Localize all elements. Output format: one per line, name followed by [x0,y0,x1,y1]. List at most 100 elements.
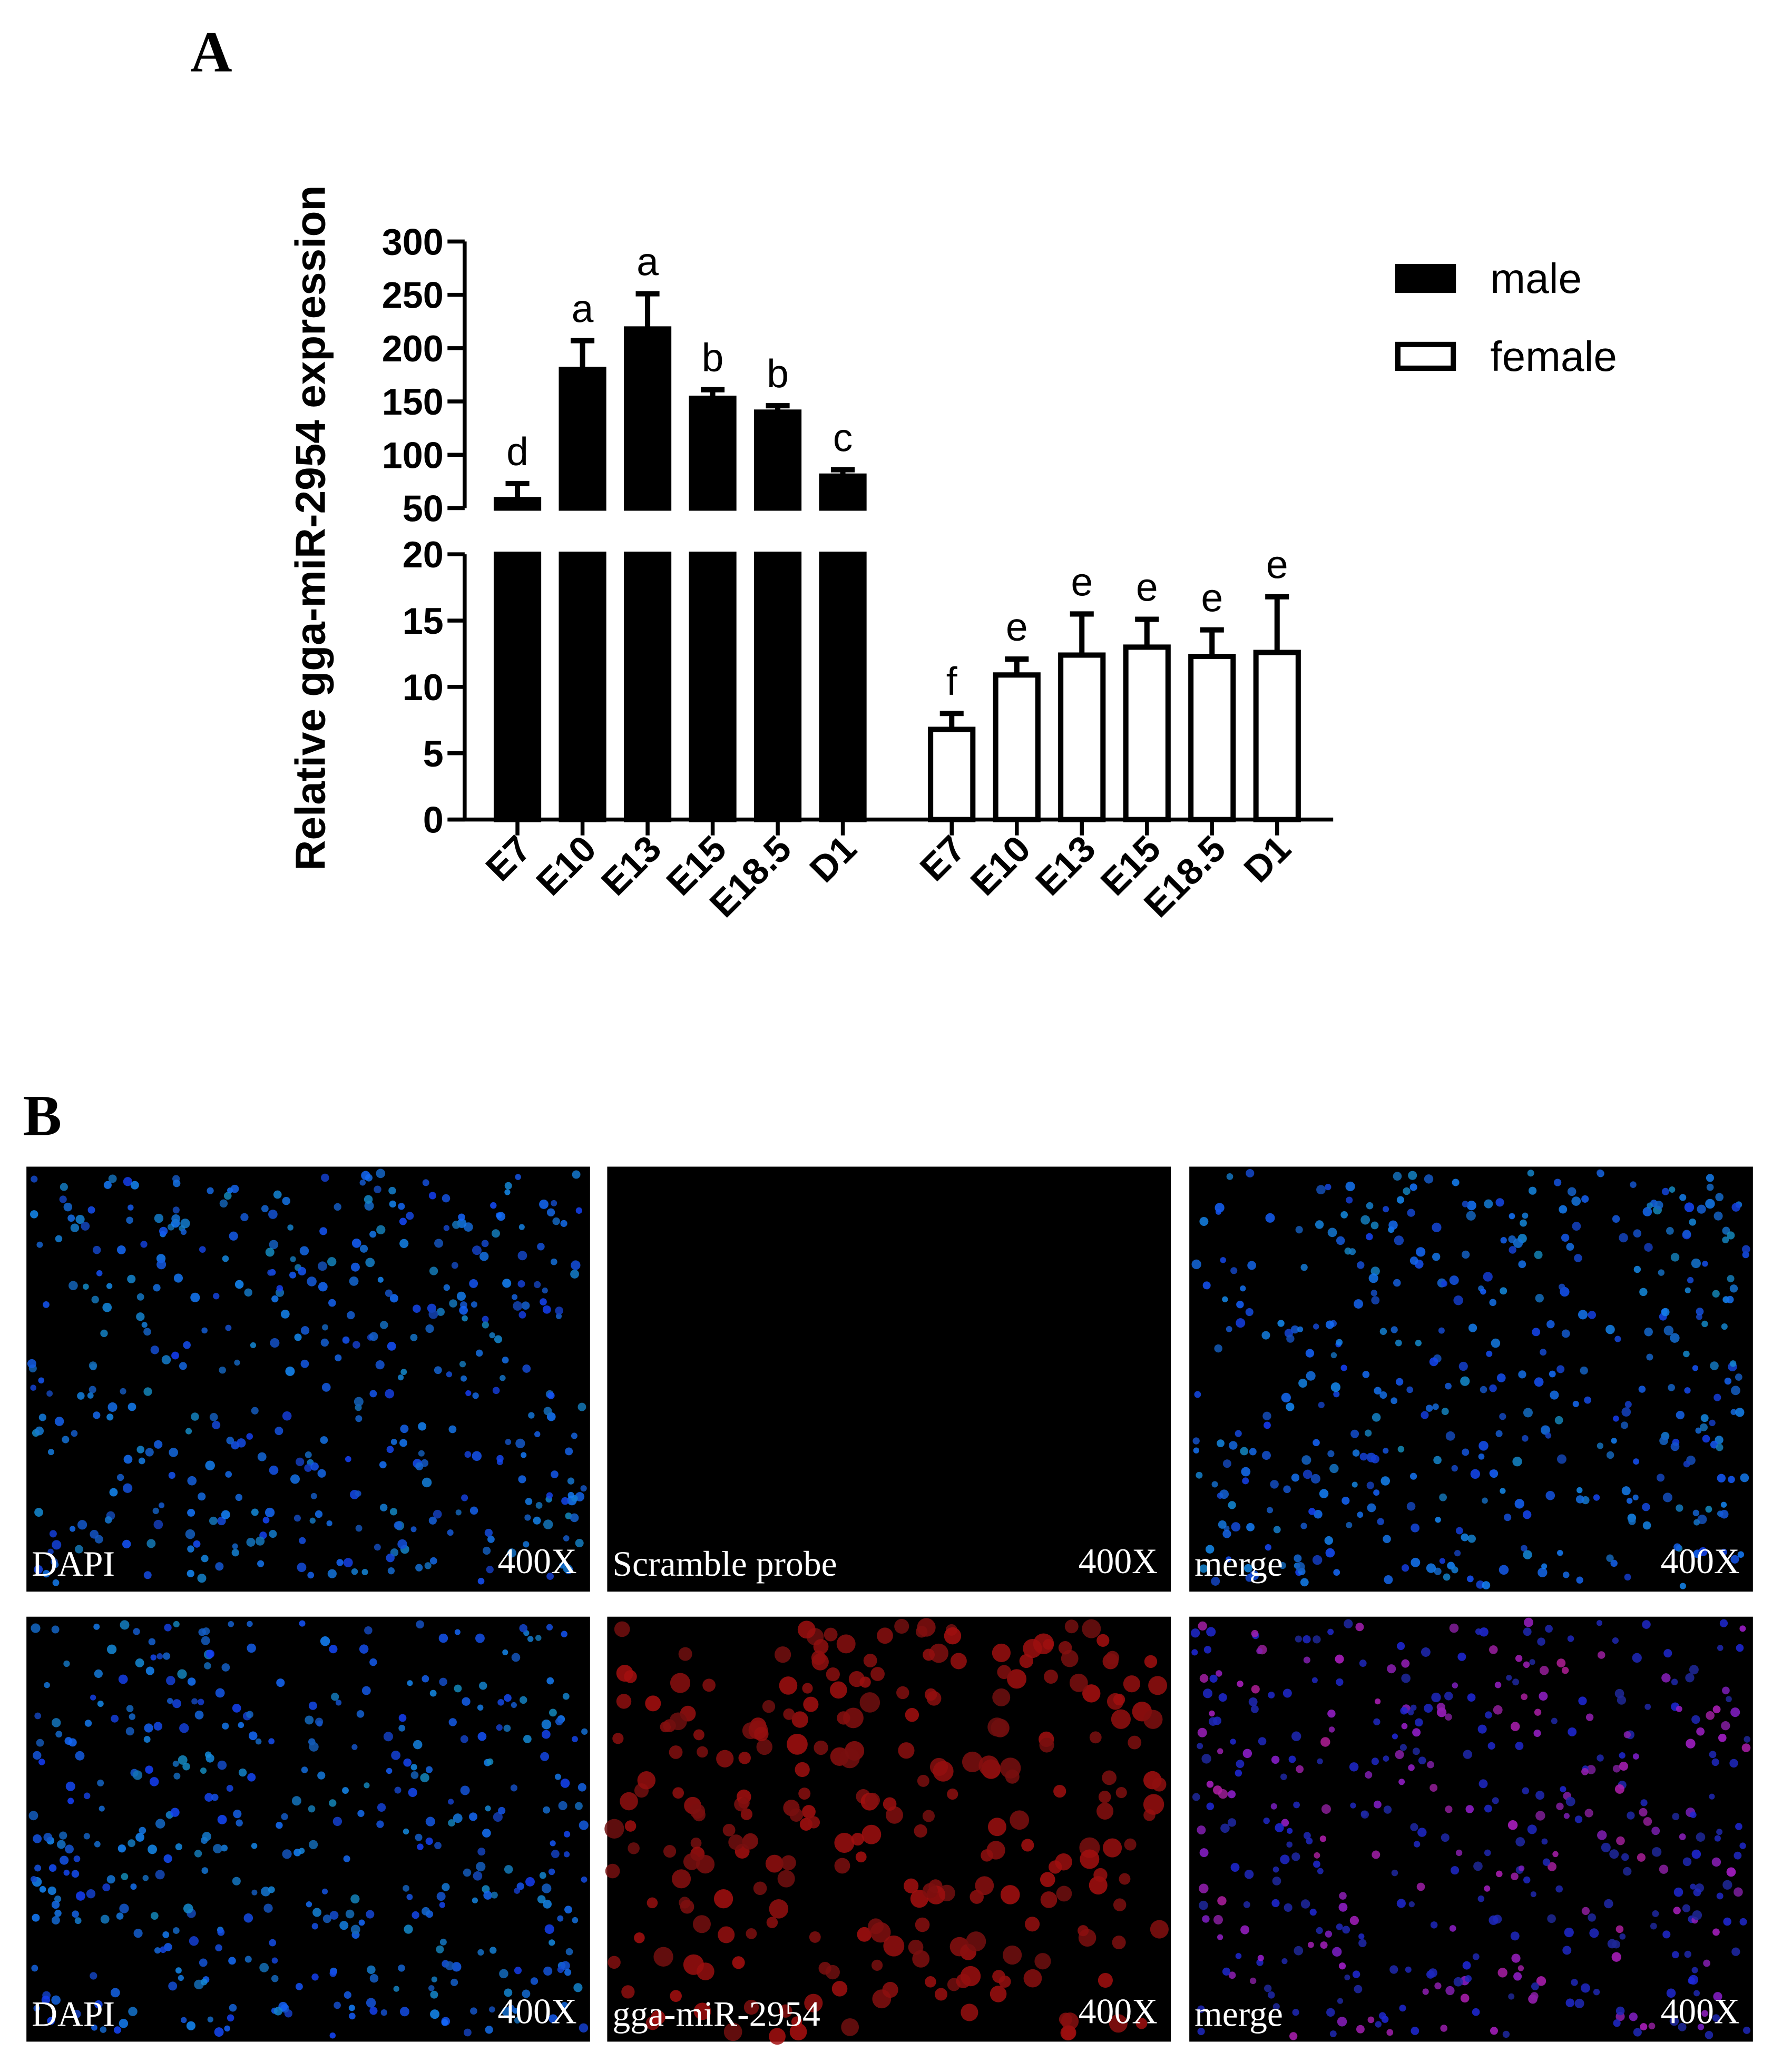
cell-dot [1479,1779,1488,1789]
cell-dot [31,1623,41,1633]
cell-dot [1470,1469,1480,1479]
cell-dot [1202,1915,1210,1923]
cell-dot [1399,2005,1406,2012]
cell-dot [1412,1747,1420,1755]
cell-dot [1424,1174,1434,1184]
cell-dot [1679,1194,1687,1201]
cell-dot [173,1621,180,1628]
cell-dot [1335,1654,1344,1664]
cell-dot [172,1761,179,1767]
cell-dot [357,1810,365,1817]
cell-dot [455,1509,462,1516]
cell-dot [1372,1413,1381,1422]
cell-dot [63,1202,73,1212]
cell-dot [198,1492,206,1501]
cell-dot [1199,1900,1208,1910]
cell-dot [1485,1711,1492,1719]
cell-dot [877,1627,893,1644]
cell-dot [1734,1887,1743,1897]
image-magnification: 400X [498,1541,577,1581]
cell-dot [1321,1804,1331,1814]
cell-dot [1226,1325,1232,1332]
legend-swatch [1395,264,1456,293]
cell-dot [1113,1693,1125,1706]
cell-dot [1123,1675,1141,1693]
cell-dot [797,1621,816,1639]
cell-dot [1597,1651,1605,1659]
cell-dot [204,1793,213,1802]
cell-dot [769,1899,789,1919]
cell-dot [1734,1851,1742,1860]
cell-dot [261,1205,269,1213]
cell-dot [834,1832,855,1853]
cell-dot [1295,1226,1303,1234]
cell-dot [1230,1267,1238,1274]
cell-dot [1484,1199,1493,1209]
cell-dot [1383,1755,1389,1762]
cell-dot [1440,2025,1448,2032]
cell-dot [693,2002,711,2020]
cell-dot [1340,1364,1347,1371]
cell-dot [961,2004,978,2021]
cell-dot [539,1199,549,1209]
cell-dot [1639,1288,1648,1297]
cell-dot [116,1474,124,1481]
cell-dot [296,1457,305,1467]
cell-dot [802,1805,816,1819]
cell-dot [1642,1521,1651,1530]
cell-dot [361,1171,370,1180]
cell-dot [1303,1469,1313,1479]
annotation: e [1266,543,1288,587]
cell-dot [1574,1998,1584,2008]
cell-dot [163,1652,171,1660]
cell-dot [1337,2017,1347,2027]
cell-dot [1430,1921,1438,1929]
cell-dot [44,1682,50,1688]
cell-dot [285,1366,295,1376]
cell-dot [1040,1891,1058,1908]
cell-dot [561,1497,569,1505]
cell-dot [1535,1791,1545,1800]
cell-dot [1371,1757,1379,1765]
cell-dot [1202,1281,1211,1290]
cell-dot [1034,1953,1051,1970]
cell-dot [425,1766,433,1773]
cell-dot [1588,1311,1597,1319]
cell-dot [1396,1899,1406,1908]
cell-dot [1370,1290,1377,1297]
cell-dot [1395,1378,1404,1386]
cell-dot [1301,1455,1311,1465]
cell-dot [232,1543,238,1549]
cell-dot [28,1811,38,1821]
cell-dot [1614,1335,1621,1342]
cell-dot [135,1833,144,1842]
cell-dot [228,1957,236,1965]
bar [559,367,606,511]
cell-dot [540,1752,550,1761]
cell-dot [385,1389,395,1399]
cell-dot [774,1646,791,1663]
cell-dot [205,1649,214,1658]
cell-dot [1658,1269,1664,1276]
cell-dot [1632,1494,1639,1501]
cell-dot [276,1822,283,1829]
cell-dot [298,1266,307,1275]
cell-dot [1270,1480,1279,1489]
cell-dot [143,1328,151,1336]
cell-dot [1082,1619,1101,1638]
cell-dot [1273,1526,1281,1534]
cell-dot [692,1915,711,1933]
cell-dot [1257,1955,1264,1961]
cell-dot [1010,1810,1030,1830]
cell-dot [73,1855,81,1862]
y-tick-label: 10 [403,667,444,708]
cell-dot [320,1436,328,1444]
cell-dot [100,1914,110,1924]
cell-dot [182,1762,190,1771]
cell-dot [351,1238,361,1248]
cell-dot [978,1755,1000,1776]
cell-dot [1690,1883,1696,1890]
cell-dot [55,1731,63,1738]
cell-dot [1197,1743,1203,1750]
cell-dot [150,1912,159,1920]
